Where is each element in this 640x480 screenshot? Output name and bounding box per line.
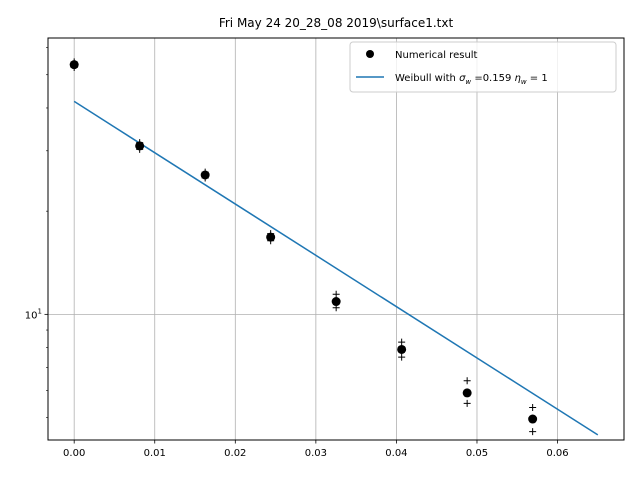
legend-weibull-eta-sub: w bbox=[521, 78, 527, 86]
bound-marker bbox=[463, 399, 471, 407]
legend-marker-numerical bbox=[366, 50, 374, 58]
x-tick-label: 0.02 bbox=[224, 448, 246, 459]
numerical-point bbox=[266, 232, 276, 242]
bound-marker bbox=[332, 290, 340, 298]
legend-weibull-sigma: σ bbox=[459, 73, 466, 84]
legend-label-numerical: Numerical result bbox=[395, 50, 478, 61]
numerical-point bbox=[331, 297, 341, 307]
numerical-point bbox=[69, 60, 79, 70]
bound-marker bbox=[398, 338, 406, 346]
x-tick-label: 0.06 bbox=[546, 448, 568, 459]
x-tick-label: 0.03 bbox=[305, 448, 327, 459]
x-tick-label: 0.01 bbox=[144, 448, 166, 459]
chart-title: Fri May 24 20_28_08 2019\surface1.txt bbox=[219, 16, 454, 30]
bound-marker bbox=[529, 403, 537, 411]
numerical-point bbox=[397, 344, 407, 354]
legend-weibull-sigma-sub: w bbox=[465, 78, 471, 86]
legend-weibull-eta: η bbox=[515, 73, 521, 84]
ticks: 0.00 0.01 0.02 0.03 0.04 0.05 0.06 101 bbox=[25, 47, 569, 459]
numerical-point bbox=[528, 414, 538, 424]
grid bbox=[48, 38, 624, 440]
legend-weibull-prefix: Weibull with bbox=[395, 73, 459, 84]
y-tick-label-exponent: 1 bbox=[38, 307, 42, 315]
legend-label-weibull: Weibull with σw =0.159 ηw = 1 bbox=[395, 73, 548, 86]
numerical-point bbox=[200, 170, 210, 180]
bound-marker bbox=[463, 377, 471, 385]
y-tick-label-base: 10 bbox=[25, 310, 38, 321]
x-tick-label: 0.05 bbox=[466, 448, 488, 459]
numerical-point bbox=[135, 141, 145, 151]
x-tick-label: 0.04 bbox=[385, 448, 407, 459]
x-tick-label: 0.00 bbox=[63, 448, 85, 459]
legend-weibull-sigma-value: =0.159 bbox=[471, 73, 514, 84]
axes-frame bbox=[47, 37, 625, 441]
numerical-point bbox=[462, 388, 472, 398]
weibull-fit-line bbox=[73, 100, 599, 436]
legend: Numerical result Weibull with σw =0.159 … bbox=[349, 41, 617, 93]
bound-marker bbox=[529, 428, 537, 436]
legend-weibull-eta-value: = 1 bbox=[527, 73, 548, 84]
bound-marker bbox=[398, 353, 406, 361]
legend-box bbox=[349, 41, 617, 93]
y-tick-label: 101 bbox=[25, 307, 42, 321]
plot-data bbox=[69, 58, 599, 436]
